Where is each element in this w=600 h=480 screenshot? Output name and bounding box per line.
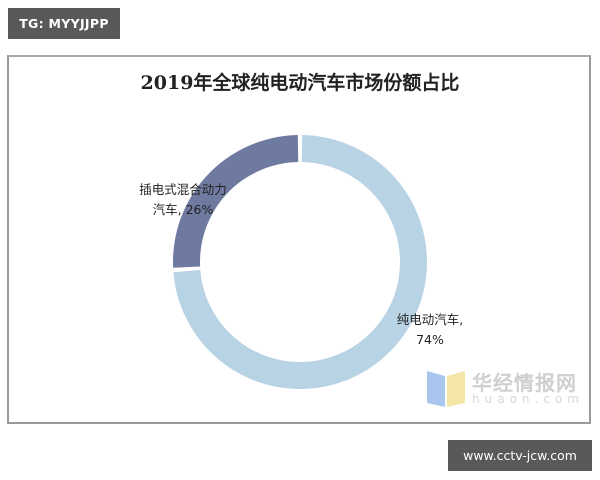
donut-slice-1	[173, 135, 299, 268]
data-label-phev-line2: 汽车, 26%	[152, 202, 214, 217]
data-label-phev-line1: 插电式混合动力	[139, 182, 227, 197]
watermark-en: huaon.com	[472, 392, 584, 406]
data-label-bev: 纯电动汽车, 74%	[370, 310, 490, 350]
watermark: 华经情报网 huaon.com	[425, 367, 585, 411]
footer-site: www.cctv-jcw.com	[448, 440, 592, 471]
chart-title: 2019年全球纯电动汽车市场份额占比	[140, 72, 460, 94]
watermark-logo-icon	[427, 371, 465, 407]
data-label-phev: 插电式混合动力 汽车, 26%	[108, 180, 258, 220]
data-label-bev-line1: 纯电动汽车,	[396, 312, 464, 327]
header-tag: TG: MYYJJPP	[8, 8, 120, 39]
watermark-cn: 华经情报网	[472, 371, 577, 395]
data-label-bev-line2: 74%	[416, 332, 444, 347]
